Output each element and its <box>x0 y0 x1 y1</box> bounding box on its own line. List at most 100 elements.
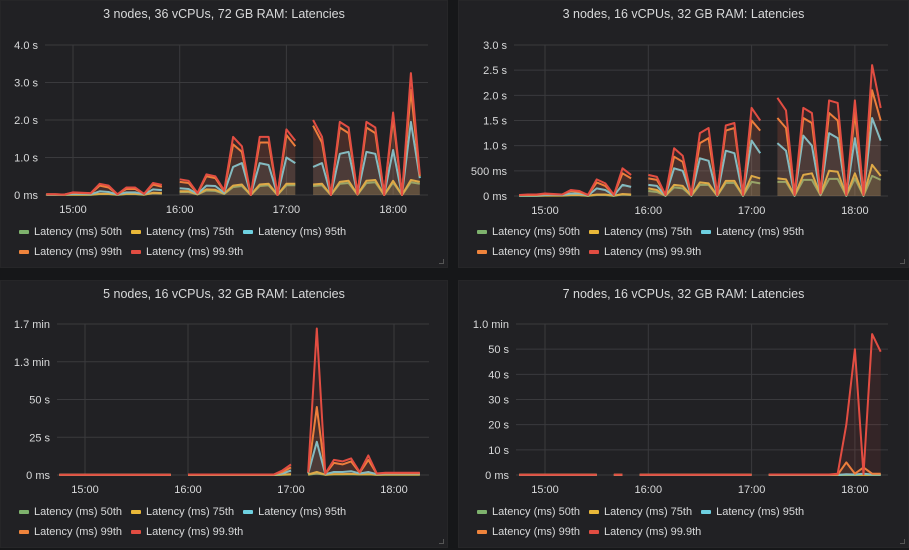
legend-item-50th[interactable]: Latency (ms) 50th <box>19 226 122 239</box>
legend-item-50th[interactable]: Latency (ms) 50th <box>477 226 580 239</box>
x-tick-label: 17:00 <box>738 484 766 496</box>
x-tick-label: 18:00 <box>841 484 869 496</box>
series-area-99th <box>648 120 761 196</box>
legend-item-99th[interactable]: Latency (ms) 99th <box>477 245 580 258</box>
x-tick-label: 18:00 <box>380 484 408 496</box>
panel-title[interactable]: 3 nodes, 36 vCPUs, 72 GB RAM: Latencies <box>103 7 345 21</box>
x-tick-label: 15:00 <box>531 205 559 217</box>
series-line-99-9th <box>768 333 882 476</box>
y-tick-label: 10 s <box>488 445 509 457</box>
series-line-99-9th <box>179 128 297 196</box>
x-tick-label: 17:00 <box>738 205 766 217</box>
legend-swatch-icon <box>131 249 142 254</box>
legend-label: Latency (ms) 95th <box>258 226 347 238</box>
chart: 0 ms 500 ms 1.0 s 1.5 s 2.0 s 2.5 s 3.0 s 15:00… <box>471 40 888 217</box>
x-tick-label: 15:00 <box>59 204 87 216</box>
legend-label: Latency (ms) 99.9th <box>604 245 702 258</box>
legend-item-95th[interactable]: Latency (ms) 95th <box>243 506 346 519</box>
panel-title[interactable]: 7 nodes, 16 vCPUs, 32 GB RAM: Latencies <box>562 287 805 301</box>
x-tick-label: 18:00 <box>841 205 869 217</box>
series-line-99-9th <box>188 463 292 476</box>
y-tick-label: 50 s <box>29 395 50 407</box>
x-tick-label: 16:00 <box>635 484 663 496</box>
x-tick-label: 15:00 <box>531 484 559 496</box>
legend-swatch-icon <box>243 510 254 514</box>
legend-label: Latency (ms) 50th <box>492 506 581 518</box>
series-area-99th <box>188 467 291 475</box>
resize-handle[interactable] <box>900 259 905 264</box>
legend-item-95th[interactable]: Latency (ms) 95th <box>701 506 804 519</box>
legend-swatch-icon <box>701 230 712 234</box>
legend-item-75th[interactable]: Latency (ms) 75th <box>589 226 692 239</box>
legend-label: Latency (ms) 99th <box>34 525 123 538</box>
legend-label: Latency (ms) 99th <box>34 245 123 258</box>
legend-item-75th[interactable]: Latency (ms) 75th <box>131 226 234 239</box>
x-tick-label: 16:00 <box>635 205 663 217</box>
series-area-99-9th <box>313 73 420 195</box>
resize-handle[interactable] <box>439 259 444 264</box>
legend-swatch-icon <box>131 510 142 514</box>
legend-label: Latency (ms) 95th <box>716 506 805 518</box>
resize-handle[interactable] <box>900 539 905 544</box>
series-area-95th <box>648 140 761 196</box>
legend-swatch-icon <box>243 230 254 234</box>
legend: Latency (ms) 50th Latency (ms) 75th Latenc… <box>19 505 439 544</box>
legend-label: Latency (ms) 99.9th <box>146 525 244 538</box>
legend-item-99-9th[interactable]: Latency (ms) 99.9th <box>131 245 243 258</box>
x-tick-label: 15:00 <box>71 484 99 496</box>
legend-label: Latency (ms) 75th <box>604 226 693 238</box>
x-tick-label: 17:00 <box>277 484 305 496</box>
x-tick-label: 16:00 <box>174 484 202 496</box>
legend-item-99-9th[interactable]: Latency (ms) 99.9th <box>589 525 701 538</box>
legend-swatch-icon <box>477 230 487 234</box>
series-line-99-9th <box>648 106 762 196</box>
panel-5-nodes-16-vcpus: 5 nodes, 16 vCPUs, 32 GB RAM: Latencies … <box>0 280 448 548</box>
x-tick-label: 16:00 <box>166 204 194 216</box>
legend-item-99-9th[interactable]: Latency (ms) 99.9th <box>589 245 701 258</box>
panel-3-nodes-16-vcpus: 3 nodes, 16 vCPUs, 32 GB RAM: Latencies … <box>458 0 909 268</box>
chart: 0 ms 25 s 50 s 1.3 min 1.7 min 15:00 16:00 17:0… <box>14 319 429 496</box>
legend-item-95th[interactable]: Latency (ms) 95th <box>701 226 804 239</box>
legend-label: Latency (ms) 50th <box>34 226 123 238</box>
legend-label: Latency (ms) 99.9th <box>604 525 702 538</box>
y-tick-label: 0 ms <box>483 191 507 203</box>
x-tick-label: 18:00 <box>379 204 407 216</box>
panel-title[interactable]: 5 nodes, 16 vCPUs, 32 GB RAM: Latencies <box>103 287 345 301</box>
legend-item-50th[interactable]: Latency (ms) 50th <box>477 506 580 519</box>
legend-item-95th[interactable]: Latency (ms) 95th <box>243 226 346 239</box>
series-area-95th <box>313 121 420 195</box>
legend-label: Latency (ms) 99th <box>492 525 581 538</box>
y-tick-label: 1.0 s <box>14 153 38 165</box>
series-area-99-9th <box>648 107 761 196</box>
series-line-99-9th <box>46 182 163 196</box>
series-area-99-9th <box>308 328 420 475</box>
legend-item-99th[interactable]: Latency (ms) 99th <box>19 525 122 538</box>
series-line-99-9th <box>776 64 882 196</box>
y-tick-label: 2.0 s <box>14 115 38 127</box>
series-area-99-9th <box>777 65 881 196</box>
y-tick-label: 2.0 s <box>483 90 507 102</box>
legend-item-99-9th[interactable]: Latency (ms) 99.9th <box>131 525 243 538</box>
legend: Latency (ms) 50th Latency (ms) 75th Latenc… <box>477 225 897 264</box>
panel-title[interactable]: 3 nodes, 16 vCPUs, 32 GB RAM: Latencies <box>562 7 805 21</box>
legend-item-99th[interactable]: Latency (ms) 99th <box>19 245 122 258</box>
series-area-99th <box>179 135 296 195</box>
y-tick-label: 0 ms <box>485 470 509 482</box>
legend-item-50th[interactable]: Latency (ms) 50th <box>19 506 122 519</box>
series-area-99th <box>308 407 420 475</box>
legend-swatch-icon <box>19 230 29 234</box>
resize-handle[interactable] <box>439 539 444 544</box>
legend-label: Latency (ms) 95th <box>716 226 805 238</box>
legend-item-75th[interactable]: Latency (ms) 75th <box>589 506 692 519</box>
legend-item-75th[interactable]: Latency (ms) 75th <box>131 506 234 519</box>
y-tick-label: 3.0 s <box>483 40 507 52</box>
legend-item-99th[interactable]: Latency (ms) 99th <box>477 525 580 538</box>
y-tick-label: 500 ms <box>471 166 508 178</box>
panel-7-nodes-16-vcpus: 7 nodes, 16 vCPUs, 32 GB RAM: Latencies … <box>458 280 909 548</box>
series-area-95th <box>179 157 296 195</box>
panel-3-nodes-36-vcpus: 3 nodes, 36 vCPUs, 72 GB RAM: Latencies … <box>0 0 448 268</box>
y-tick-label: 1.7 min <box>14 319 50 331</box>
series-area-50th <box>179 185 296 195</box>
chart: 0 ms 1.0 s 2.0 s 3.0 s 4.0 s 15:00 16:00 17:00 1… <box>14 40 428 216</box>
series-line-99-9th <box>519 167 632 196</box>
